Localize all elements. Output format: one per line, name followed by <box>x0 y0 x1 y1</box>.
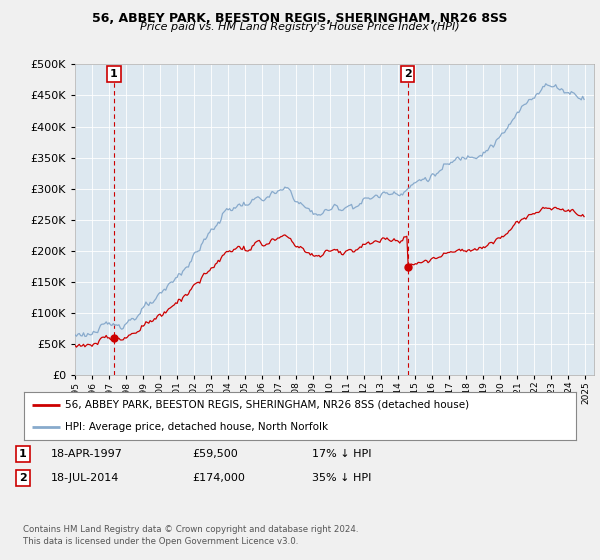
Text: £174,000: £174,000 <box>192 473 245 483</box>
Text: 17% ↓ HPI: 17% ↓ HPI <box>312 449 371 459</box>
Text: 2: 2 <box>404 69 412 79</box>
Text: 35% ↓ HPI: 35% ↓ HPI <box>312 473 371 483</box>
Text: 56, ABBEY PARK, BEESTON REGIS, SHERINGHAM, NR26 8SS: 56, ABBEY PARK, BEESTON REGIS, SHERINGHA… <box>92 12 508 25</box>
Text: 1: 1 <box>19 449 26 459</box>
Text: 2: 2 <box>19 473 26 483</box>
Text: £59,500: £59,500 <box>192 449 238 459</box>
Text: Contains HM Land Registry data © Crown copyright and database right 2024.
This d: Contains HM Land Registry data © Crown c… <box>23 525 358 546</box>
Text: Price paid vs. HM Land Registry's House Price Index (HPI): Price paid vs. HM Land Registry's House … <box>140 22 460 32</box>
Text: 18-JUL-2014: 18-JUL-2014 <box>51 473 119 483</box>
Text: 1: 1 <box>110 69 118 79</box>
Text: HPI: Average price, detached house, North Norfolk: HPI: Average price, detached house, Nort… <box>65 422 329 432</box>
Text: 18-APR-1997: 18-APR-1997 <box>51 449 123 459</box>
Text: 56, ABBEY PARK, BEESTON REGIS, SHERINGHAM, NR26 8SS (detached house): 56, ABBEY PARK, BEESTON REGIS, SHERINGHA… <box>65 400 470 410</box>
